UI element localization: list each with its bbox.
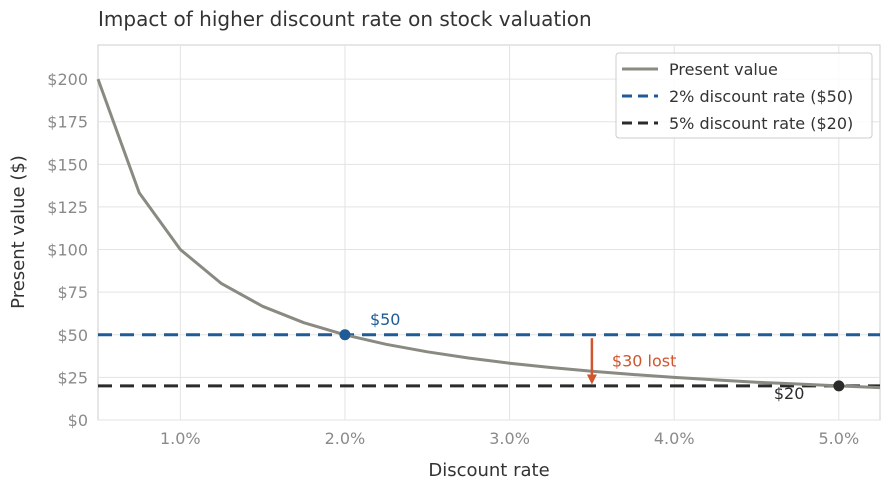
legend-box: [615, 52, 873, 139]
y-tick-label: $200: [47, 70, 88, 89]
marker-label: $20: [774, 384, 805, 403]
y-tick-label: $150: [47, 155, 88, 174]
x-axis-label: Discount rate: [428, 460, 549, 481]
y-tick-label: $50: [57, 326, 88, 345]
y-tick-label: $0: [68, 411, 88, 430]
legend-entry: Present value: [669, 60, 778, 79]
y-tick-label: $100: [47, 241, 88, 260]
x-tick-label: 5.0%: [819, 429, 860, 448]
y-tick-label: $175: [47, 113, 88, 132]
chart-title: Impact of higher discount rate on stock …: [98, 7, 592, 31]
legend: Present value 2% discount rate ($50) 5% di…: [615, 52, 873, 139]
loss-annotation: $30 lost: [612, 351, 676, 370]
x-tick-label: 2.0%: [325, 429, 366, 448]
legend-entry: 2% discount rate ($50): [669, 87, 853, 106]
loss-arrow-head: [586, 374, 597, 385]
x-tick-label: 4.0%: [654, 429, 695, 448]
x-tick-label: 1.0%: [160, 429, 201, 448]
y-tick-label: $125: [47, 198, 88, 217]
y-tick-label: $25: [57, 368, 88, 387]
present-value-line: [96, 78, 881, 390]
marker-label: $50: [370, 310, 401, 329]
x-tick-label: 3.0%: [489, 429, 530, 448]
marker-point: [339, 329, 351, 341]
legend-entry: 5% discount rate ($20): [669, 114, 853, 133]
y-axis-label: Present value ($): [8, 155, 29, 309]
y-tick-label: $75: [57, 283, 88, 302]
marker-point: [833, 380, 845, 392]
